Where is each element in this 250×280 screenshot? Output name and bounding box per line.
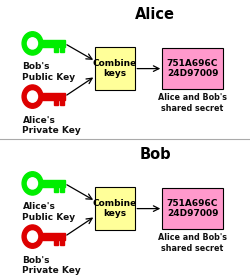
Bar — [42, 93, 64, 100]
Bar — [54, 240, 58, 245]
Circle shape — [22, 85, 43, 108]
Text: Alice's
Public Key: Alice's Public Key — [22, 202, 76, 222]
Bar — [60, 187, 64, 192]
Circle shape — [28, 91, 38, 102]
Circle shape — [22, 32, 43, 55]
Text: 751A696C
24D97009: 751A696C 24D97009 — [167, 59, 218, 78]
Text: Combine
keys: Combine keys — [93, 199, 137, 218]
FancyBboxPatch shape — [162, 188, 223, 229]
Circle shape — [28, 38, 38, 49]
FancyBboxPatch shape — [95, 188, 135, 230]
Bar — [42, 40, 64, 47]
Text: Combine
keys: Combine keys — [93, 59, 137, 78]
Bar — [54, 47, 58, 52]
Text: Alice's
Private Key: Alice's Private Key — [22, 116, 81, 135]
Text: Bob: Bob — [139, 147, 171, 162]
Bar — [42, 180, 64, 187]
FancyBboxPatch shape — [162, 48, 223, 89]
Bar — [42, 233, 64, 240]
Text: 751A696C
24D97009: 751A696C 24D97009 — [167, 199, 218, 218]
Bar — [60, 47, 64, 52]
Circle shape — [22, 225, 43, 248]
Bar — [60, 100, 64, 105]
Text: Bob's
Public Key: Bob's Public Key — [22, 62, 76, 82]
Bar — [60, 240, 64, 245]
Text: Bob's
Private Key: Bob's Private Key — [22, 256, 81, 275]
Text: Alice: Alice — [135, 7, 175, 22]
Circle shape — [28, 231, 38, 242]
Text: Alice and Bob's
shared secret: Alice and Bob's shared secret — [158, 233, 227, 253]
Bar — [54, 187, 58, 192]
FancyBboxPatch shape — [95, 48, 135, 90]
Text: Alice and Bob's
shared secret: Alice and Bob's shared secret — [158, 93, 227, 113]
Circle shape — [28, 178, 38, 189]
Bar — [54, 100, 58, 105]
Circle shape — [22, 172, 43, 195]
